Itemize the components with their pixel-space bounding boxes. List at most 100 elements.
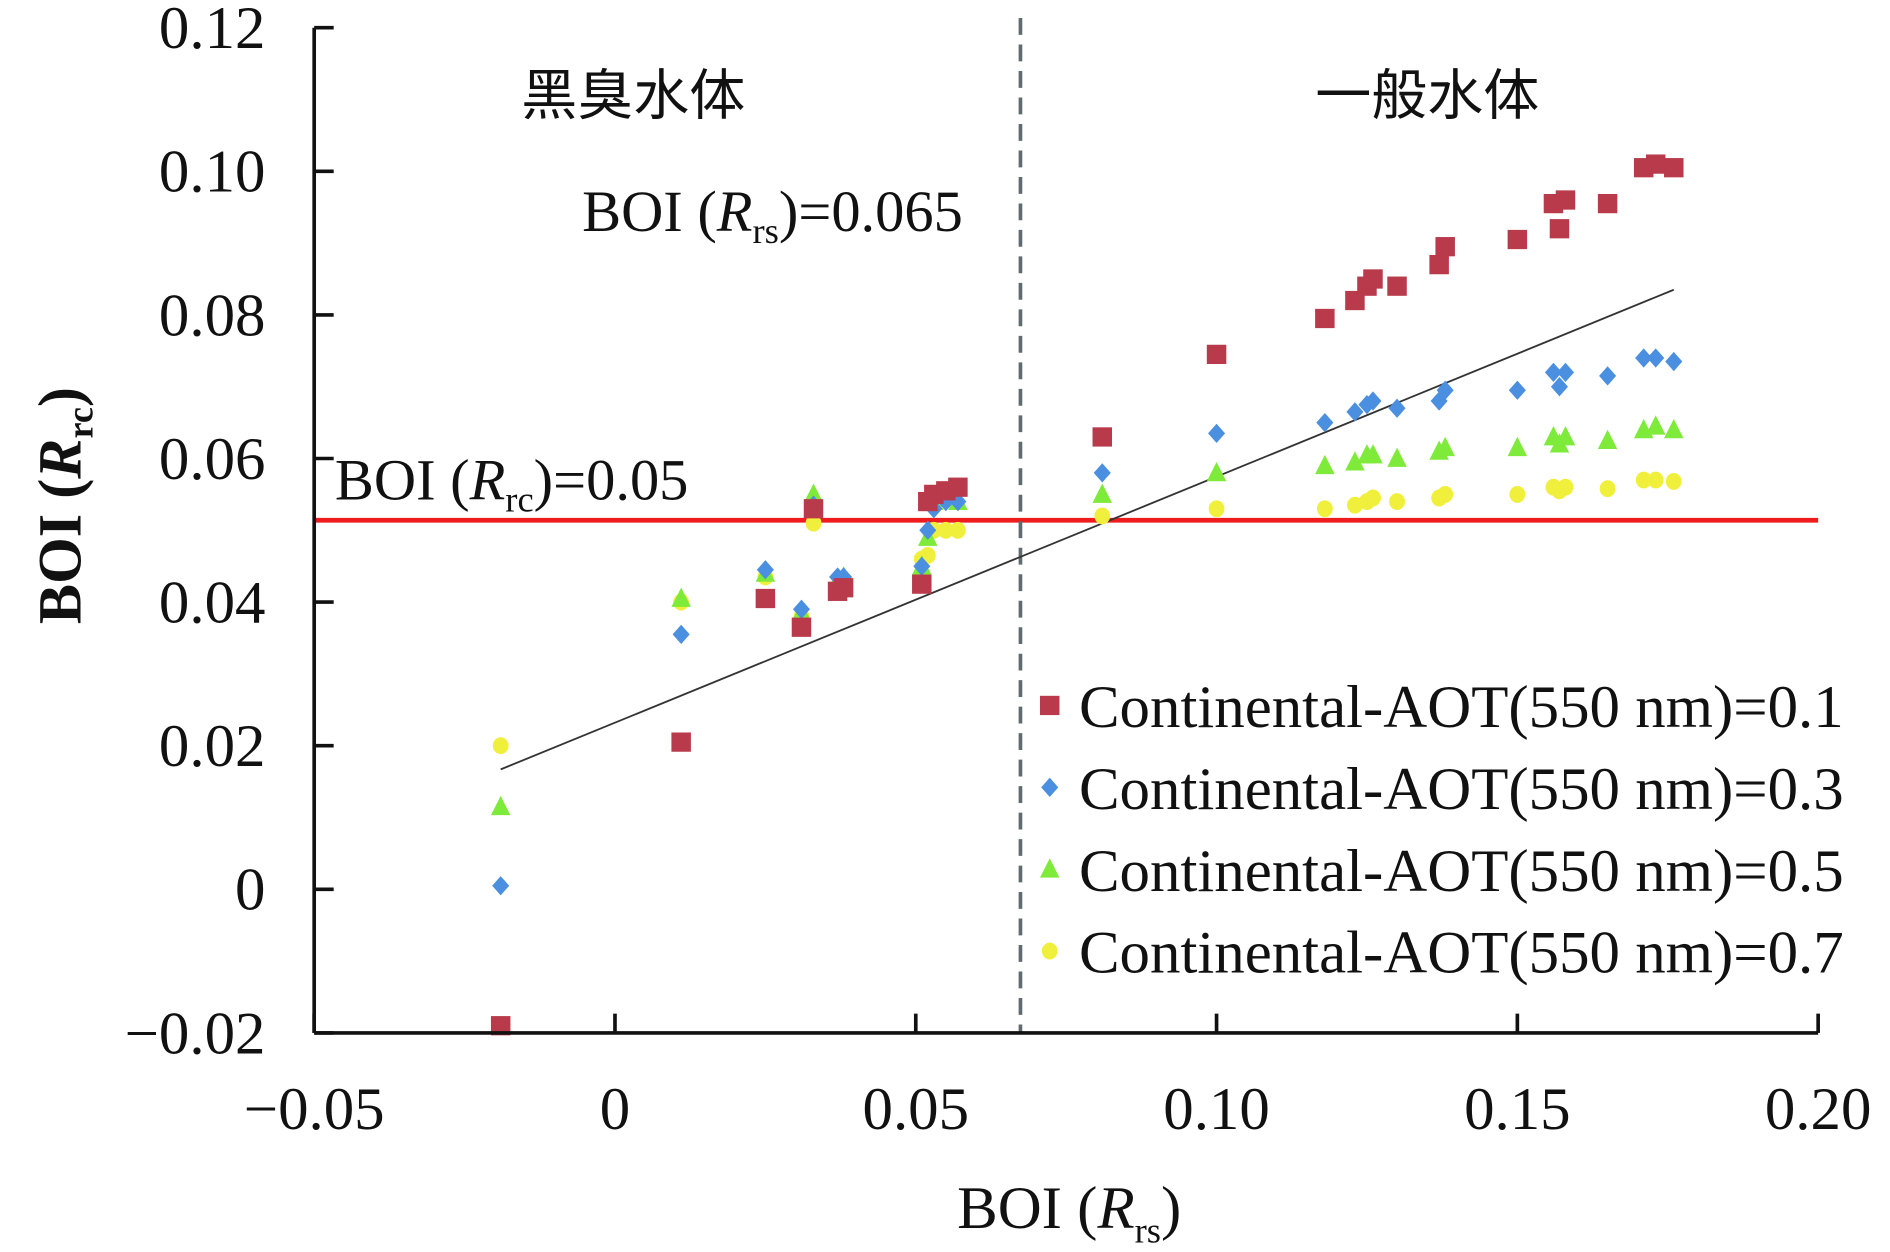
data-point xyxy=(1550,377,1568,397)
data-point xyxy=(1635,348,1653,368)
data-point xyxy=(1435,237,1455,257)
data-point xyxy=(1388,398,1406,418)
data-point xyxy=(1387,276,1407,296)
y-tick-label: 0.02 xyxy=(159,713,266,780)
data-point xyxy=(1363,269,1383,289)
legend-marker-diamond xyxy=(1041,777,1059,797)
data-point xyxy=(1365,489,1381,507)
threshold-y-label: BOI (Rrc)=0.05 xyxy=(335,448,689,520)
data-point xyxy=(1364,391,1382,411)
data-point xyxy=(1647,348,1665,368)
region-label-right: 一般水体 xyxy=(1315,64,1539,129)
y-tick-label: 0.10 xyxy=(159,139,266,206)
x-tick-label: −0.05 xyxy=(244,1077,385,1144)
y-axis-label: BOI (Rrc) xyxy=(27,387,101,624)
data-point xyxy=(1549,219,1570,239)
x-tick-label: 0.20 xyxy=(1765,1077,1872,1144)
data-point xyxy=(1664,158,1684,178)
data-point xyxy=(1555,190,1576,210)
x-tick-label: 0 xyxy=(600,1077,630,1144)
legend-marker-square xyxy=(1039,695,1060,716)
data-point xyxy=(1345,451,1365,471)
data-point xyxy=(949,521,966,539)
data-point xyxy=(1429,255,1449,275)
data-point xyxy=(1557,478,1574,496)
data-point xyxy=(1387,447,1407,467)
y-tick-label: 0.08 xyxy=(159,283,266,350)
y-tick-label: 0.06 xyxy=(159,426,266,493)
data-point xyxy=(1346,402,1364,422)
data-point xyxy=(490,795,511,816)
data-point xyxy=(803,499,824,519)
data-point xyxy=(1347,496,1363,514)
data-point xyxy=(1556,362,1575,382)
data-point xyxy=(1507,229,1528,250)
data-point xyxy=(1435,436,1455,457)
data-point xyxy=(1206,462,1227,482)
x-tick-label: 0.15 xyxy=(1464,1077,1571,1144)
data-point xyxy=(1647,471,1664,489)
series-square xyxy=(490,154,1684,1036)
data-point xyxy=(1508,380,1526,400)
legend-item: Continental-AOT(550 nm)=0.7 xyxy=(1041,920,1844,987)
data-point xyxy=(671,732,691,752)
axes: −0.05 0 0.05 0.10 0.15 0.20 −0.02 0 0.02 0.04 0.06… xyxy=(125,0,1872,1143)
trend-line xyxy=(500,288,1675,771)
data-point xyxy=(1599,366,1617,386)
data-point xyxy=(1555,426,1576,446)
y-tick-label: 0 xyxy=(235,857,265,924)
data-point xyxy=(1363,444,1383,464)
data-point xyxy=(1436,380,1454,400)
data-point xyxy=(1665,351,1683,372)
x-axis-label: BOI (Rrs) xyxy=(957,1175,1181,1250)
region-label-left: 黑臭水体 xyxy=(521,64,745,129)
data-point xyxy=(1597,429,1618,449)
data-point xyxy=(1544,362,1562,382)
threshold-x-label: BOI (Rrs)=0.065 xyxy=(582,179,963,251)
legend: Continental-AOT(550 nm)=0.1 Continental-A… xyxy=(1039,674,1844,987)
data-point xyxy=(833,578,854,598)
legend-label: Continental-AOT(550 nm)=0.1 xyxy=(1079,674,1844,741)
data-point xyxy=(1665,473,1682,490)
legend-label: Continental-AOT(550 nm)=0.7 xyxy=(1079,920,1844,987)
data-point xyxy=(1206,344,1227,365)
data-point xyxy=(1208,423,1226,443)
data-point xyxy=(1437,485,1454,503)
data-point xyxy=(492,737,509,755)
data-point xyxy=(948,477,968,497)
legend-item: Continental-AOT(550 nm)=0.3 xyxy=(1041,756,1844,823)
data-point xyxy=(1093,463,1111,483)
data-point xyxy=(755,588,776,609)
data-point xyxy=(1645,154,1666,174)
legend-item: Continental-AOT(550 nm)=0.5 xyxy=(1039,838,1844,905)
data-point xyxy=(1094,507,1111,525)
data-point xyxy=(1597,193,1618,214)
data-point xyxy=(805,514,822,532)
data-point xyxy=(1599,480,1616,498)
data-point xyxy=(1635,471,1652,489)
data-point xyxy=(1315,454,1335,475)
y-tick-label: −0.02 xyxy=(125,1001,266,1068)
data-point xyxy=(1507,436,1528,457)
x-tick-label: 0.05 xyxy=(863,1077,970,1144)
data-point xyxy=(1315,308,1335,329)
data-point xyxy=(672,624,690,645)
data-point xyxy=(912,574,932,594)
data-point xyxy=(1389,493,1405,511)
legend-label: Continental-AOT(550 nm)=0.3 xyxy=(1079,756,1844,823)
data-point xyxy=(1645,415,1666,435)
data-point xyxy=(492,876,510,896)
data-point xyxy=(1664,418,1684,439)
data-point xyxy=(1208,500,1225,518)
data-point xyxy=(1509,485,1526,503)
y-tick-label: 0.04 xyxy=(159,570,266,637)
data-marks xyxy=(314,18,1819,1036)
data-point xyxy=(671,587,691,607)
x-tick-label: 0.10 xyxy=(1163,1077,1270,1144)
legend-label: Continental-AOT(550 nm)=0.5 xyxy=(1079,838,1844,905)
legend-marker-circle xyxy=(1041,942,1058,960)
data-point xyxy=(803,483,824,503)
data-point xyxy=(1092,427,1113,447)
data-point xyxy=(1092,483,1113,503)
